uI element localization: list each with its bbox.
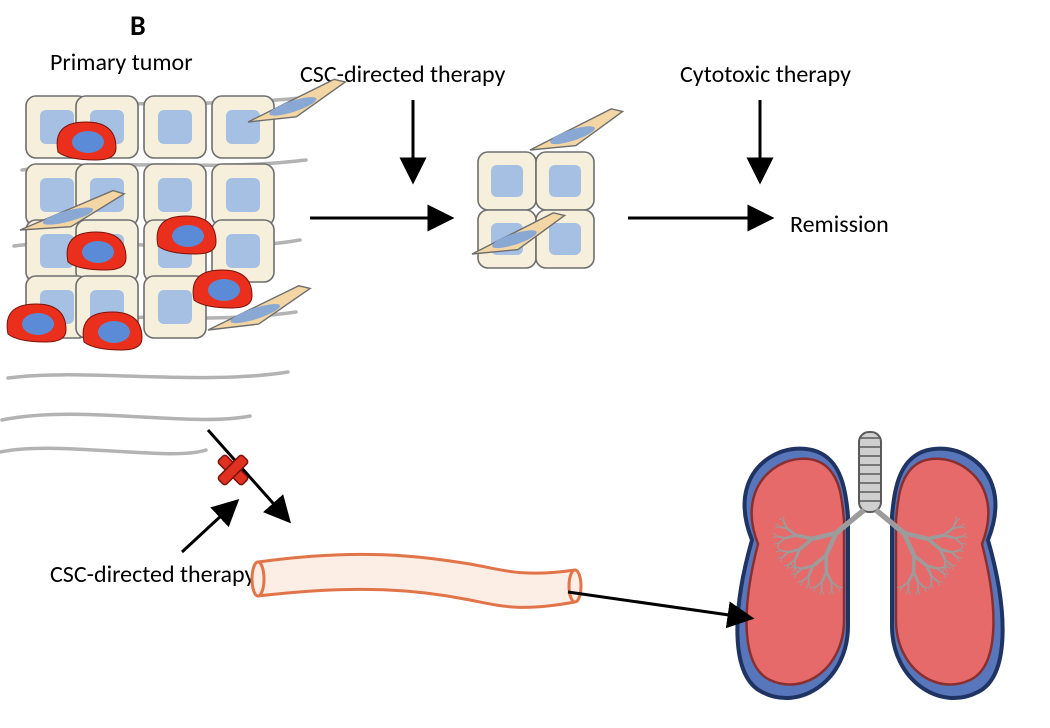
diagram-stage [0, 0, 1050, 728]
blood-vessel [252, 554, 581, 607]
csc-bottom-up [182, 502, 236, 552]
reduced-tumor [468, 106, 629, 268]
primary-tumor [7, 76, 351, 350]
vessel-to-lung [568, 592, 750, 618]
lungs-icon [737, 432, 1002, 698]
